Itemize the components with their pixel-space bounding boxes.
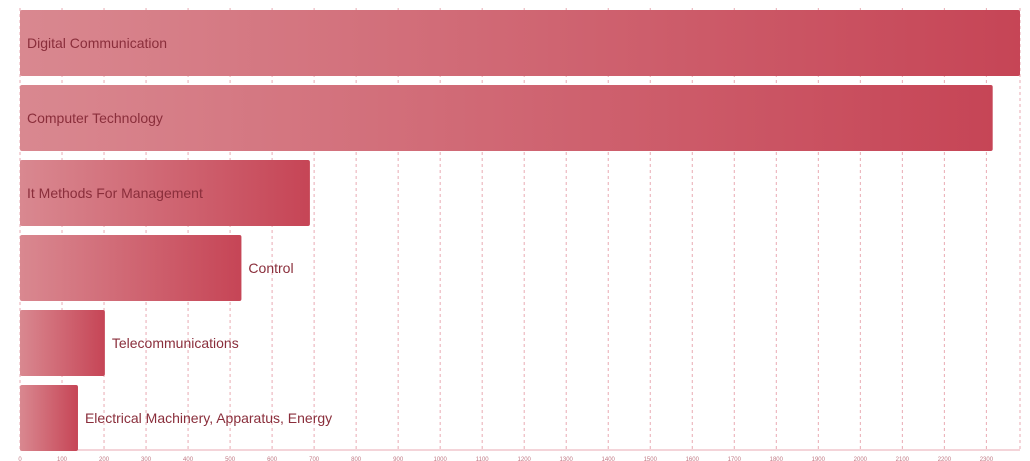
x-tick-label: 2300 [980,457,994,461]
x-tick-label: 1100 [476,457,490,461]
x-tick-label: 1000 [433,457,447,461]
x-tick-label: 400 [183,457,194,461]
bar-label: Computer Technology [27,110,163,126]
x-tick-label: 100 [57,457,68,461]
bar[interactable] [20,385,78,451]
x-tick-label: 700 [309,457,320,461]
x-tick-label: 500 [225,457,236,461]
bars [20,10,1020,451]
bar[interactable] [20,235,242,301]
x-tick-label: 1400 [602,457,616,461]
x-tick-label: 600 [267,457,278,461]
x-tick-label: 1200 [518,457,532,461]
bar-label: Digital Communication [27,35,167,51]
x-tick-label: 0 [18,457,22,461]
bar-label: Electrical Machinery, Apparatus, Energy [85,410,332,426]
bar[interactable] [20,310,105,376]
x-tick-label: 2000 [854,457,868,461]
x-tick-label: 1700 [728,457,742,461]
x-tick-label: 1500 [644,457,658,461]
bar-label: It Methods For Management [27,185,203,201]
bar-label: Control [248,260,293,276]
x-tick-label: 800 [351,457,362,461]
bar[interactable] [20,85,993,151]
x-tick-label: 1600 [686,457,700,461]
x-tick-label: 1300 [560,457,574,461]
x-tick-label: 300 [141,457,152,461]
grid-lines [19,8,1021,450]
x-tick-label: 200 [99,457,110,461]
x-tick-label: 2100 [896,457,910,461]
x-axis: 0 100 200 300 400 500 600 700 800 900 1000 1100 1200… [18,449,1020,461]
x-tick-label: 900 [393,457,404,461]
bar-labels: Digital Communication Computer Technology… [27,35,332,426]
bar[interactable] [20,160,310,226]
x-tick-label: 1800 [770,457,784,461]
x-tick-label: 2200 [938,457,952,461]
bar-label: Telecommunications [112,335,239,351]
bar[interactable] [20,10,1020,76]
x-tick-label: 1900 [812,457,826,461]
